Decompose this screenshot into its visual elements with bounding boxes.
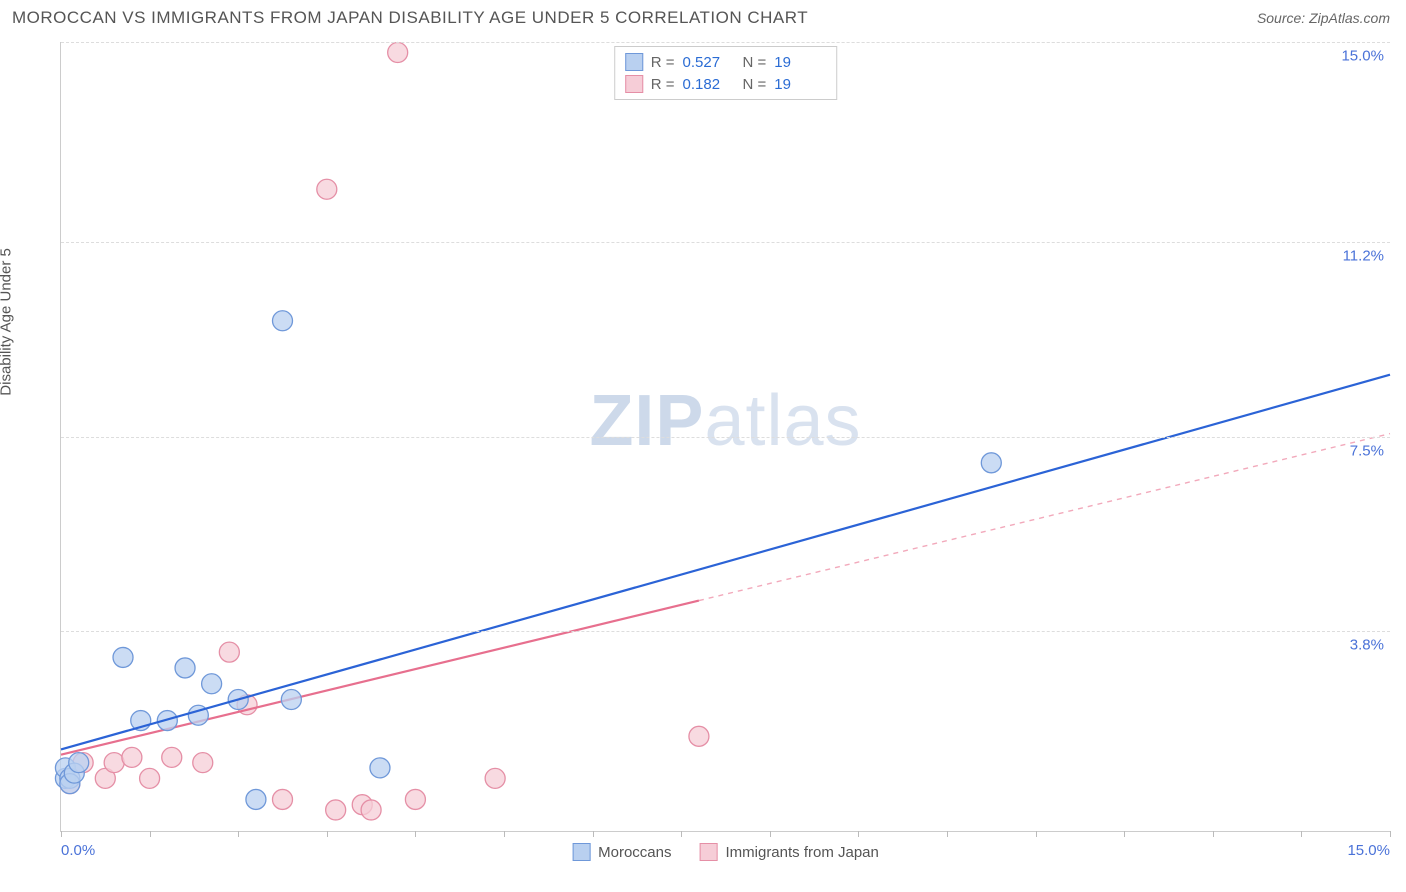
x-tick (238, 831, 239, 837)
scatter-point (104, 753, 124, 773)
scatter-point (370, 758, 390, 778)
x-tick (593, 831, 594, 837)
gridline (61, 437, 1390, 438)
scatter-point (140, 768, 160, 788)
swatch-japan-icon (699, 843, 717, 861)
x-tick (770, 831, 771, 837)
scatter-point (273, 789, 293, 809)
y-tick-label: 7.5% (1350, 442, 1384, 459)
legend-label-moroccans: Moroccans (598, 844, 671, 861)
scatter-point (113, 647, 133, 667)
source-name: ZipAtlas.com (1309, 10, 1390, 26)
y-axis-label: Disability Age Under 5 (0, 248, 15, 396)
legend-label-japan: Immigrants from Japan (725, 844, 878, 861)
x-tick (1036, 831, 1037, 837)
x-tick (150, 831, 151, 837)
scatter-point (273, 311, 293, 331)
source: Source: ZipAtlas.com (1257, 10, 1390, 26)
scatter-point (69, 753, 89, 773)
scatter-point (689, 726, 709, 746)
scatter-point (202, 674, 222, 694)
chart-title: MOROCCAN VS IMMIGRANTS FROM JAPAN DISABI… (12, 8, 808, 28)
gridline (61, 631, 1390, 632)
x-tick (1301, 831, 1302, 837)
x-tick-label: 15.0% (1347, 842, 1390, 859)
source-label: Source: (1257, 10, 1305, 26)
legend-item-japan: Immigrants from Japan (699, 843, 878, 861)
scatter-point (405, 789, 425, 809)
scatter-point (162, 747, 182, 767)
trend-line (61, 375, 1390, 750)
x-tick (327, 831, 328, 837)
chart-container: Disability Age Under 5 ZIPatlas R = 0.52… (12, 42, 1390, 880)
trend-line (61, 601, 699, 755)
trend-line-extrapolated (699, 434, 1390, 601)
x-tick (1124, 831, 1125, 837)
x-tick (947, 831, 948, 837)
x-tick (415, 831, 416, 837)
x-tick (858, 831, 859, 837)
scatter-point (281, 690, 301, 710)
x-tick (1390, 831, 1391, 837)
x-tick (504, 831, 505, 837)
scatter-point (175, 658, 195, 678)
y-tick-label: 3.8% (1350, 637, 1384, 654)
series-legend: Moroccans Immigrants from Japan (572, 843, 879, 861)
scatter-point (981, 453, 1001, 473)
x-tick (1213, 831, 1214, 837)
scatter-point (388, 43, 408, 63)
scatter-point (122, 747, 142, 767)
swatch-moroccans-icon (572, 843, 590, 861)
x-tick-label: 0.0% (61, 842, 95, 859)
scatter-point (219, 642, 239, 662)
scatter-point (485, 768, 505, 788)
gridline (61, 242, 1390, 243)
scatter-point (326, 800, 346, 820)
x-tick (681, 831, 682, 837)
y-tick-label: 11.2% (1343, 247, 1384, 264)
plot-area: ZIPatlas R = 0.527 N = 19 R = 0.182 N = … (60, 42, 1390, 832)
legend-item-moroccans: Moroccans (572, 843, 671, 861)
scatter-point (317, 179, 337, 199)
scatter-point (246, 789, 266, 809)
scatter-point (361, 800, 381, 820)
scatter-point (193, 753, 213, 773)
x-tick (61, 831, 62, 837)
y-tick-label: 15.0% (1341, 48, 1384, 65)
